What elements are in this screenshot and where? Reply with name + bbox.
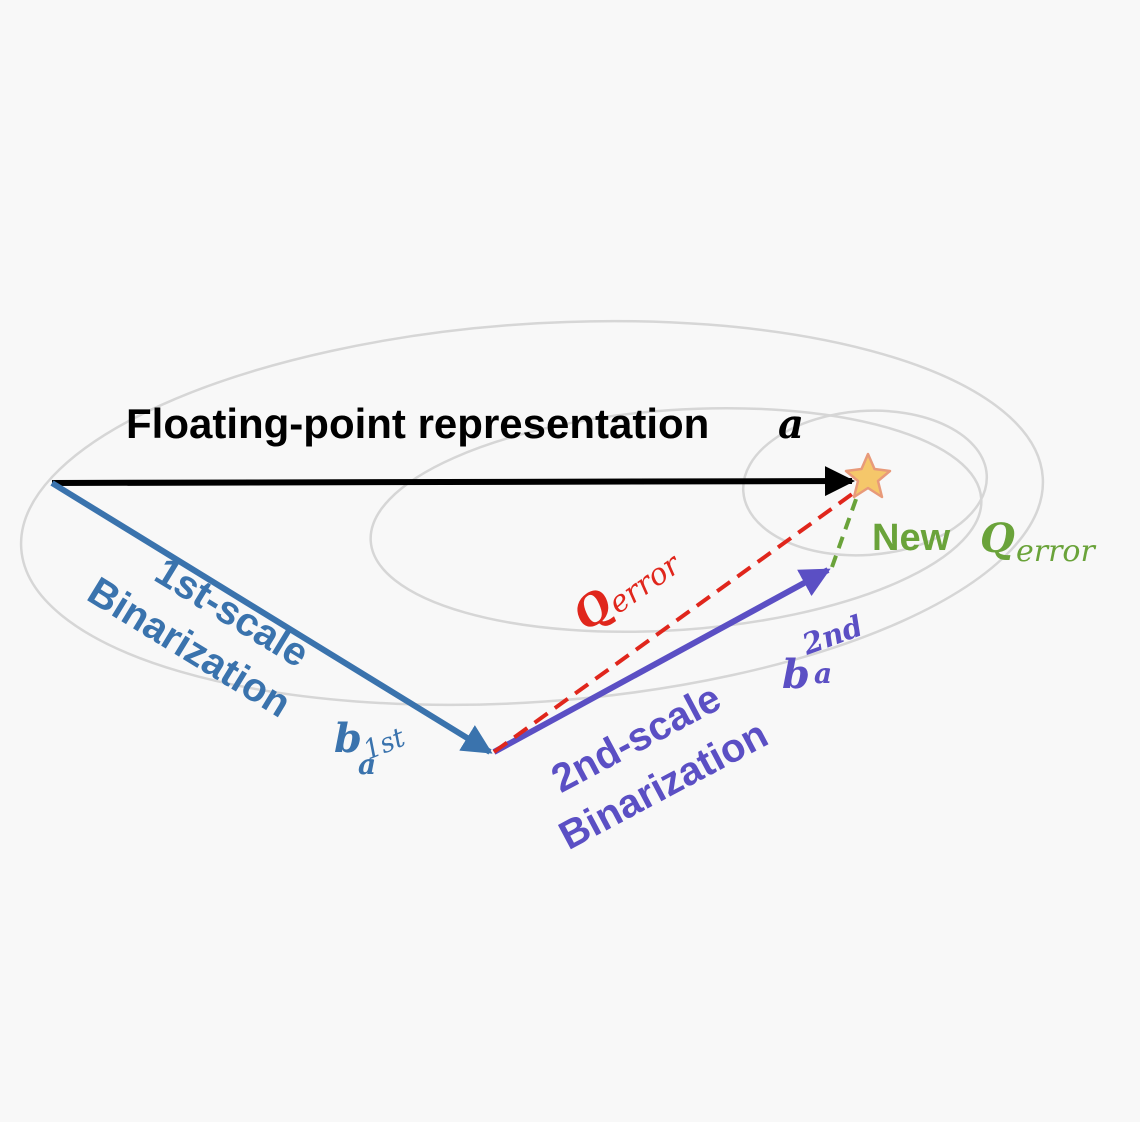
contour-lines bbox=[19, 319, 1045, 707]
second-scale-symbol-base: b bbox=[782, 651, 810, 698]
new-q-error-sub: error bbox=[1016, 534, 1096, 569]
second-scale-symbol-sub: a bbox=[814, 657, 832, 690]
floating-point-symbol: a bbox=[778, 401, 804, 448]
first-scale-arrow bbox=[50, 480, 493, 755]
q-error-label: Q error bbox=[564, 546, 689, 640]
first-scale-symbol-base: b bbox=[334, 715, 362, 762]
floating-point-arrow bbox=[51, 466, 855, 497]
second-scale-label: 2nd-scale Binarization bbox=[544, 676, 774, 859]
new-q-error-prefix: New bbox=[872, 517, 951, 559]
new-q-error-base: Q bbox=[980, 515, 1015, 562]
contour-outer bbox=[19, 319, 1045, 707]
new-q-error-dashed-line bbox=[830, 487, 862, 568]
second-scale-symbol-sup: 2nd bbox=[797, 609, 867, 662]
target-star-icon bbox=[844, 452, 892, 499]
first-scale-symbol-sub: a bbox=[358, 748, 376, 781]
first-scale-label: 1st-scale Binarization bbox=[80, 549, 316, 726]
q-error-dashed-line bbox=[492, 482, 868, 754]
q-error-sub: error bbox=[602, 546, 688, 621]
first-scale-symbol: b a 1st bbox=[334, 715, 410, 781]
new-q-error-label: New Q error bbox=[872, 515, 1096, 569]
floating-point-label: Floating-point representation bbox=[126, 400, 709, 447]
second-scale-arrow bbox=[492, 567, 831, 755]
second-scale-symbol: b a 2nd bbox=[782, 609, 867, 698]
contour-inner bbox=[741, 409, 989, 557]
